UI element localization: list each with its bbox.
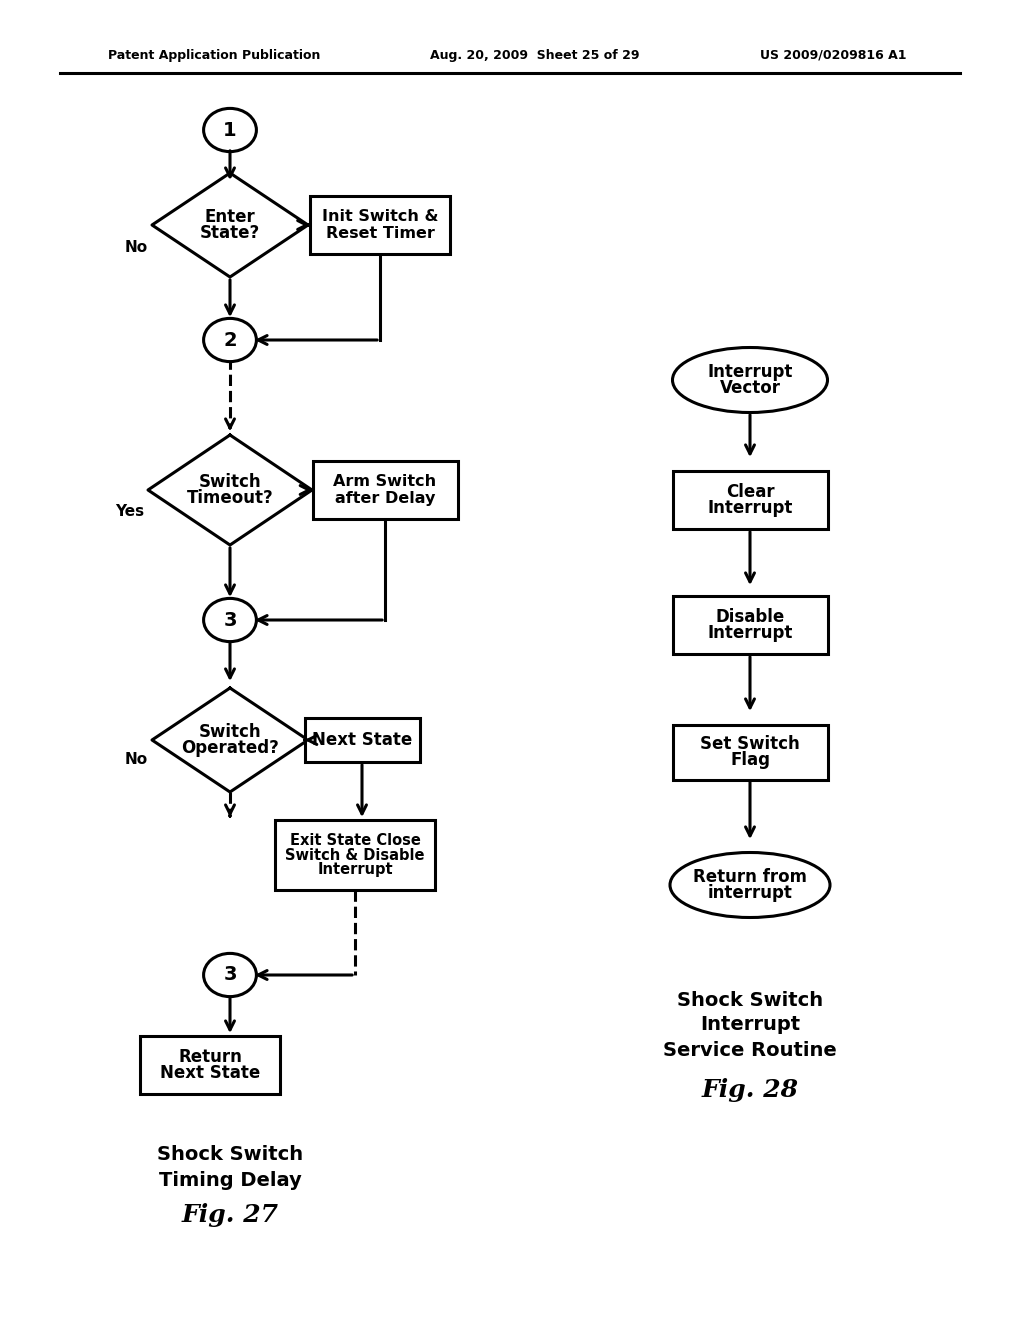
Ellipse shape bbox=[204, 598, 256, 642]
Text: Switch & Disable: Switch & Disable bbox=[286, 847, 425, 862]
Bar bbox=[310, 195, 450, 253]
Text: Init Switch &: Init Switch & bbox=[322, 210, 438, 224]
Text: Next State: Next State bbox=[312, 731, 412, 748]
Text: 3: 3 bbox=[223, 965, 237, 985]
Text: Arm Switch: Arm Switch bbox=[334, 474, 436, 490]
Text: after Delay: after Delay bbox=[335, 491, 435, 506]
Text: Service Routine: Service Routine bbox=[664, 1040, 837, 1060]
Text: 1: 1 bbox=[223, 120, 237, 140]
Text: US 2009/0209816 A1: US 2009/0209816 A1 bbox=[760, 49, 906, 62]
Bar bbox=[673, 597, 827, 653]
Bar bbox=[312, 461, 458, 519]
Text: Yes: Yes bbox=[312, 203, 341, 219]
Ellipse shape bbox=[204, 953, 256, 997]
Text: Yes: Yes bbox=[115, 504, 144, 520]
Text: No: No bbox=[125, 239, 148, 255]
Text: Shock Switch: Shock Switch bbox=[157, 1146, 303, 1164]
Bar bbox=[673, 725, 827, 780]
Text: Timeout?: Timeout? bbox=[186, 490, 273, 507]
Text: Clear: Clear bbox=[726, 483, 774, 500]
Text: Operated?: Operated? bbox=[181, 739, 279, 758]
Text: No: No bbox=[316, 469, 339, 483]
Ellipse shape bbox=[670, 853, 830, 917]
Bar bbox=[275, 820, 435, 890]
Ellipse shape bbox=[204, 108, 256, 152]
Text: Exit State Close: Exit State Close bbox=[290, 833, 421, 847]
Text: Interrupt: Interrupt bbox=[708, 363, 793, 380]
Text: Interrupt: Interrupt bbox=[700, 1015, 800, 1035]
Text: Reset Timer: Reset Timer bbox=[326, 226, 434, 240]
Text: Switch: Switch bbox=[199, 473, 261, 491]
Text: Timing Delay: Timing Delay bbox=[159, 1171, 301, 1189]
Text: Interrupt: Interrupt bbox=[317, 862, 393, 878]
Text: Flag: Flag bbox=[730, 751, 770, 770]
Text: Vector: Vector bbox=[720, 379, 780, 397]
Text: Return from: Return from bbox=[693, 867, 807, 886]
Text: interrupt: interrupt bbox=[708, 884, 793, 903]
Bar bbox=[673, 471, 827, 529]
Text: Enter: Enter bbox=[205, 207, 255, 226]
Text: Fig. 28: Fig. 28 bbox=[701, 1078, 799, 1102]
Text: Fig. 27: Fig. 27 bbox=[181, 1203, 279, 1228]
Text: Patent Application Publication: Patent Application Publication bbox=[108, 49, 321, 62]
Bar bbox=[304, 718, 420, 762]
Text: State?: State? bbox=[200, 224, 260, 243]
Text: Interrupt: Interrupt bbox=[708, 624, 793, 643]
Ellipse shape bbox=[204, 318, 256, 362]
Text: 2: 2 bbox=[223, 330, 237, 350]
Text: 3: 3 bbox=[223, 610, 237, 630]
Ellipse shape bbox=[673, 347, 827, 412]
Text: Switch: Switch bbox=[199, 722, 261, 741]
Text: Next State: Next State bbox=[160, 1064, 260, 1082]
Text: Aug. 20, 2009  Sheet 25 of 29: Aug. 20, 2009 Sheet 25 of 29 bbox=[430, 49, 640, 62]
Text: No: No bbox=[125, 752, 148, 767]
Text: Set Switch: Set Switch bbox=[700, 735, 800, 752]
Text: Interrupt: Interrupt bbox=[708, 499, 793, 517]
Text: Return: Return bbox=[178, 1048, 242, 1065]
Text: Shock Switch: Shock Switch bbox=[677, 990, 823, 1010]
Text: Disable: Disable bbox=[716, 607, 784, 626]
Text: Yes: Yes bbox=[312, 718, 341, 734]
Bar bbox=[140, 1036, 280, 1094]
